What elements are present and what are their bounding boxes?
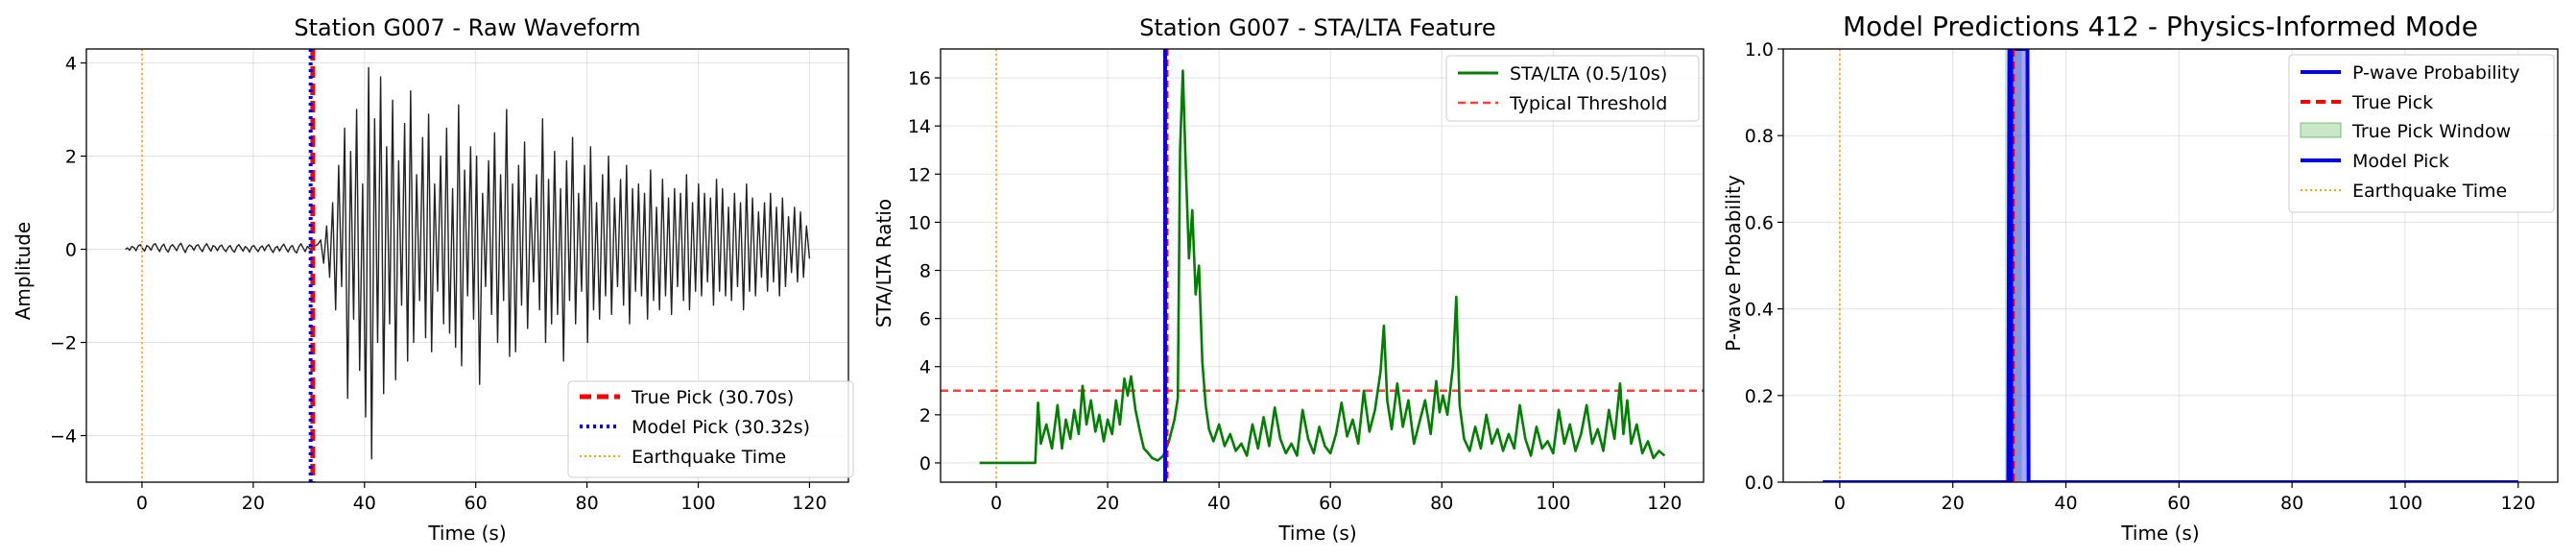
x-axis-label: Time (s) — [427, 522, 506, 545]
tick-marks: 0 20 40 60 80 100 120 0.0 0.2 0.4 0.6 0.8 1.0 — [1745, 39, 2536, 514]
axes-frame — [85, 48, 849, 483]
x-tick-label: 100 — [680, 493, 715, 514]
legend-label-true-pick: True Pick (30.70s) — [631, 387, 794, 408]
panel-title: Station G007 - STA/LTA Feature — [1139, 14, 1495, 41]
waveform-line — [125, 66, 811, 460]
model-predictions-panel: Model Predictions 412 - Physics-Informed… — [1722, 11, 2559, 545]
y-tick-label: 0.2 — [1745, 386, 1774, 407]
raw-waveform-panel: Station G007 - Raw Waveform Time (s) Amp… — [12, 14, 854, 545]
x-tick-label: 60 — [465, 493, 488, 514]
x-tick-label: 80 — [2280, 493, 2303, 514]
y-tick-label: 12 — [908, 164, 931, 185]
y-tick-label: 1.0 — [1745, 39, 1774, 61]
legend-label-model-pick: Model Pick — [2352, 151, 2449, 172]
x-tick-label: 0 — [990, 493, 1002, 514]
legend-label-window: True Pick Window — [2351, 121, 2511, 142]
y-axis-label: Amplitude — [12, 222, 35, 321]
legend-label-threshold: Typical Threshold — [1509, 93, 1667, 114]
grid-lines — [941, 49, 1704, 482]
x-tick-label: 0 — [136, 493, 148, 514]
y-tick-label: 0.6 — [1745, 212, 1774, 233]
x-tick-label: 100 — [2388, 493, 2422, 514]
x-axis-label: Time (s) — [2120, 522, 2199, 545]
y-tick-label: −2 — [50, 333, 77, 354]
y-tick-label: 0 — [65, 240, 77, 261]
x-tick-label: 40 — [353, 493, 376, 514]
legend-box — [2288, 54, 2555, 213]
legend-swatch-window — [2300, 122, 2342, 138]
legend: P-wave Probability True Pick True Pick W… — [2288, 54, 2555, 213]
x-tick-label: 0 — [1834, 493, 1846, 514]
x-tick-label: 40 — [1207, 493, 1230, 514]
tick-marks: 0 20 40 60 80 100 120 −4 −2 0 2 4 — [50, 54, 827, 514]
axes-frame — [1782, 48, 2559, 483]
x-tick-label: 60 — [1319, 493, 1342, 514]
plot-area — [125, 49, 811, 482]
plot-area — [1823, 49, 2518, 482]
y-tick-label: 10 — [908, 212, 931, 233]
legend-label-stalta: STA/LTA (0.5/10s) — [1510, 63, 1667, 85]
legend-label-earthquake-time: Earthquake Time — [632, 447, 786, 468]
stalta-line — [979, 69, 1666, 465]
panel-title: Model Predictions 412 - Physics-Informed… — [1843, 11, 2478, 42]
x-tick-label: 20 — [1942, 493, 1965, 514]
y-tick-label: −4 — [50, 426, 77, 448]
y-tick-label: 0 — [919, 453, 931, 474]
x-tick-label: 60 — [2167, 493, 2190, 514]
plot-area — [941, 49, 1704, 482]
legend: True Pick (30.70s) Model Pick (30.32s) E… — [567, 380, 854, 478]
x-tick-label: 120 — [2501, 493, 2536, 514]
x-tick-label: 20 — [1096, 493, 1119, 514]
plot-marks — [1823, 49, 2518, 482]
legend-label-earthquake-time: Earthquake Time — [2352, 181, 2507, 202]
legend-box — [1445, 55, 1700, 122]
x-tick-label: 80 — [1430, 493, 1453, 514]
y-axis-label: STA/LTA Ratio — [872, 199, 895, 328]
x-tick-label: 20 — [242, 493, 265, 514]
panel-title: Station G007 - Raw Waveform — [294, 14, 640, 41]
tick-marks: 0 20 40 60 80 100 120 0 2 4 6 8 10 12 14 16 — [908, 68, 1682, 514]
y-tick-label: 2 — [65, 147, 77, 168]
plot-marks — [941, 49, 1704, 482]
plot-marks — [125, 49, 811, 482]
y-tick-label: 4 — [65, 54, 77, 75]
x-tick-label: 120 — [1647, 493, 1682, 514]
legend-label-model-pick: Model Pick (30.32s) — [632, 417, 810, 438]
y-tick-label: 2 — [919, 405, 931, 426]
legend-label-probability: P-wave Probability — [2352, 62, 2520, 84]
y-tick-label: 14 — [908, 116, 931, 137]
legend-box — [567, 380, 854, 478]
y-tick-label: 6 — [919, 309, 931, 330]
y-tick-label: 0.8 — [1745, 126, 1774, 147]
y-axis-label: P-wave Probability — [1722, 175, 1745, 352]
axes-frame — [940, 48, 1705, 483]
x-tick-label: 40 — [2054, 493, 2077, 514]
y-tick-label: 0.0 — [1745, 473, 1774, 494]
stalta-feature-panel: Station G007 - STA/LTA Feature Time (s) … — [872, 14, 1705, 545]
y-tick-label: 4 — [919, 357, 931, 378]
y-tick-label: 8 — [919, 261, 931, 282]
legend-label-true-pick: True Pick — [2351, 92, 2433, 113]
x-axis-label: Time (s) — [1277, 522, 1356, 545]
x-tick-label: 120 — [792, 493, 826, 514]
legend: STA/LTA (0.5/10s) Typical Threshold — [1445, 55, 1700, 122]
x-tick-label: 80 — [576, 493, 599, 514]
x-tick-label: 100 — [1536, 493, 1570, 514]
y-tick-label: 0.4 — [1745, 300, 1774, 321]
y-tick-label: 16 — [908, 68, 931, 89]
